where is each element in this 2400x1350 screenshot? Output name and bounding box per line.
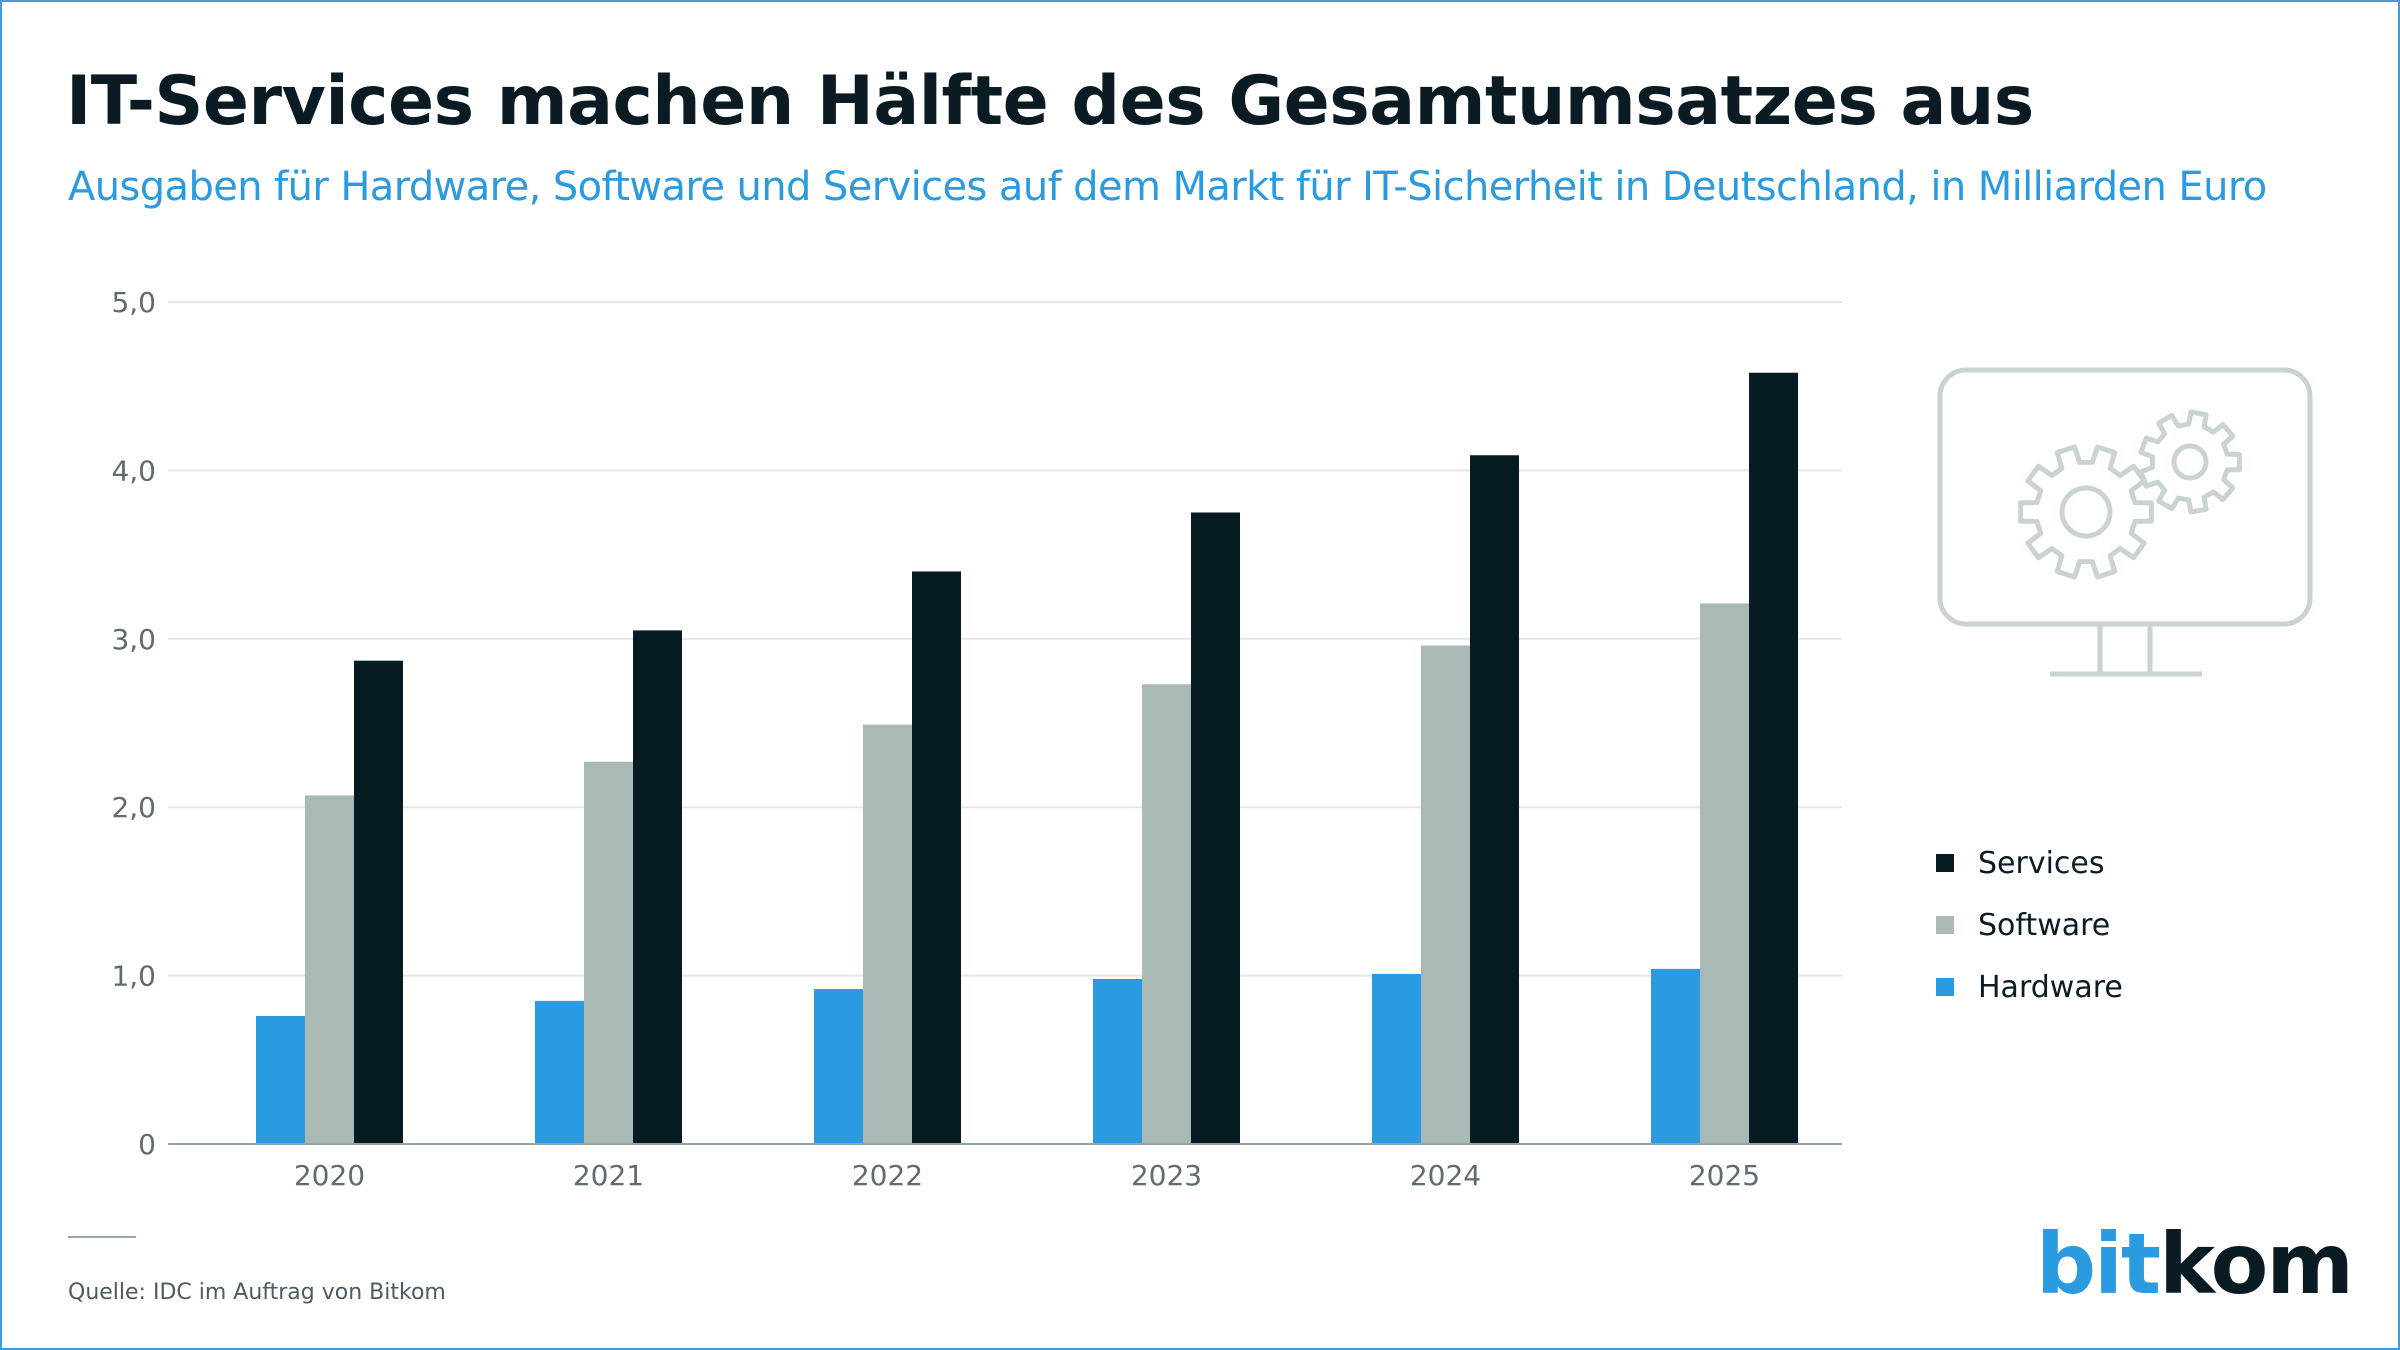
chart-title: IT-Services machen Hälfte des Gesamtumsa… (66, 62, 2034, 141)
monitor-with-gears-icon (1937, 367, 2313, 677)
gear-small-icon (2138, 409, 2242, 515)
bar-services-2025 (1749, 372, 1798, 1144)
bar-software-2022 (863, 724, 912, 1144)
bar-hardware-2022 (814, 989, 863, 1144)
y-tick-label: 2,0 (111, 791, 156, 824)
bar-services-2023 (1191, 512, 1240, 1144)
bar-software-2021 (584, 761, 633, 1144)
bar-software-2025 (1700, 603, 1749, 1144)
gear-hole (2059, 485, 2113, 539)
gear-outline (2018, 444, 2154, 580)
bar-services-2020 (354, 660, 403, 1144)
source-note: Quelle: IDC im Auftrag von Bitkom (68, 1280, 446, 1305)
bars (256, 372, 1798, 1144)
bar-software-2024 (1421, 645, 1470, 1144)
logo-bit: bit (2036, 1215, 2161, 1313)
legend-item-software: Software (1936, 894, 2123, 956)
gear-hole (2171, 443, 2209, 481)
legend-swatch-software (1936, 916, 1954, 934)
gear-large-icon (2018, 444, 2154, 580)
bitkom-logo: bitkom (2036, 1222, 2354, 1306)
legend-label: Services (1978, 845, 2105, 881)
y-tick-label: 1,0 (111, 960, 156, 993)
bar-hardware-2023 (1093, 978, 1142, 1144)
x-tick-label: 2020 (294, 1159, 365, 1192)
bar-services-2021 (633, 630, 682, 1144)
chart-subtitle: Ausgaben für Hardware, Software und Serv… (68, 164, 2267, 210)
gear-outline (2138, 409, 2242, 515)
bar-hardware-2025 (1651, 968, 1700, 1144)
x-tick-label: 2024 (1410, 1159, 1481, 1192)
y-tick-label: 4,0 (111, 454, 156, 487)
legend: Services Software Hardware (1936, 832, 2123, 1018)
x-axis-ticks: 2020 2021 2022 2023 2024 2025 (294, 1159, 1760, 1192)
y-tick-label: 0 (138, 1128, 156, 1161)
legend-label: Software (1978, 907, 2111, 943)
bar-software-2023 (1142, 684, 1191, 1144)
gridlines (168, 301, 1842, 977)
legend-swatch-services (1936, 854, 1954, 872)
bar-hardware-2020 (256, 1016, 305, 1144)
bar-services-2024 (1470, 455, 1519, 1144)
bar-software-2020 (305, 795, 354, 1144)
legend-item-hardware: Hardware (1936, 956, 2123, 1018)
legend-label: Hardware (1978, 969, 2123, 1005)
logo-kom: kom (2159, 1215, 2354, 1313)
source-divider (68, 1236, 136, 1238)
y-tick-label: 3,0 (111, 623, 156, 656)
y-tick-label: 5,0 (111, 286, 156, 319)
x-tick-label: 2022 (852, 1159, 923, 1192)
x-tick-label: 2025 (1689, 1159, 1760, 1192)
legend-swatch-hardware (1936, 978, 1954, 996)
x-tick-label: 2021 (573, 1159, 644, 1192)
bar-services-2022 (912, 571, 961, 1144)
x-tick-label: 2023 (1131, 1159, 1202, 1192)
bar-hardware-2021 (535, 1000, 584, 1144)
legend-item-services: Services (1936, 832, 2123, 894)
y-axis-ticks: 0 1,0 2,0 3,0 4,0 5,0 (111, 286, 156, 1161)
bar-hardware-2024 (1372, 973, 1421, 1144)
